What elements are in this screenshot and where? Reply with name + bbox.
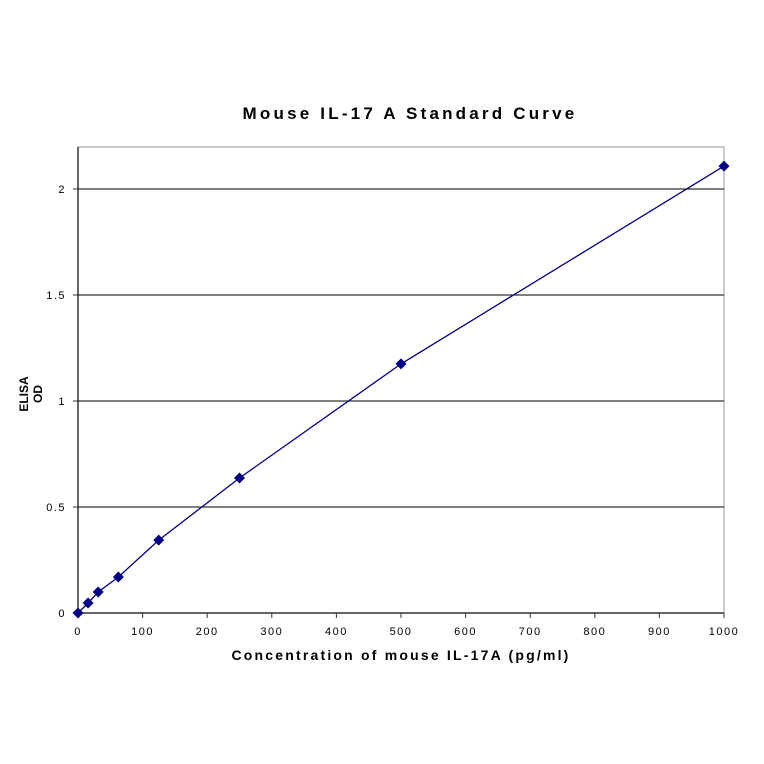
y-tick-label: 0 [58, 608, 66, 620]
y-tick-label: 2 [58, 184, 66, 196]
x-axis-label: Concentration of mouse IL-17A (pg/ml) [231, 647, 571, 663]
x-tick-label: 100 [131, 626, 154, 638]
data-point-marker [234, 472, 245, 484]
x-tick-label: 0 [74, 626, 82, 638]
plot-border [77, 146, 725, 614]
x-tick-label: 600 [454, 626, 477, 638]
x-tick-label: 500 [390, 626, 413, 638]
data-point-marker [72, 607, 84, 619]
data-point-marker [112, 571, 124, 583]
x-tick-label: 200 [196, 626, 219, 638]
data-point-marker [153, 534, 165, 546]
data-point-marker [92, 586, 104, 598]
x-tick-label: 700 [519, 626, 542, 638]
series-line [77, 165, 725, 614]
y-tick-label: 0.5 [46, 502, 66, 514]
data-point-marker [395, 358, 407, 370]
data-point-marker [718, 160, 730, 172]
chart-title: Mouse IL-17 A Standard Curve [242, 104, 578, 123]
y-tick-label: 1 [58, 396, 66, 408]
x-tick-label: 800 [583, 626, 606, 638]
x-tick-label: 300 [260, 626, 283, 638]
x-tick-label: 400 [325, 626, 348, 638]
data-point-marker [82, 597, 94, 609]
x-tick-label: 900 [648, 626, 671, 638]
x-tick-label: 1000 [709, 626, 739, 638]
y-tick-label: 1.5 [46, 290, 66, 302]
